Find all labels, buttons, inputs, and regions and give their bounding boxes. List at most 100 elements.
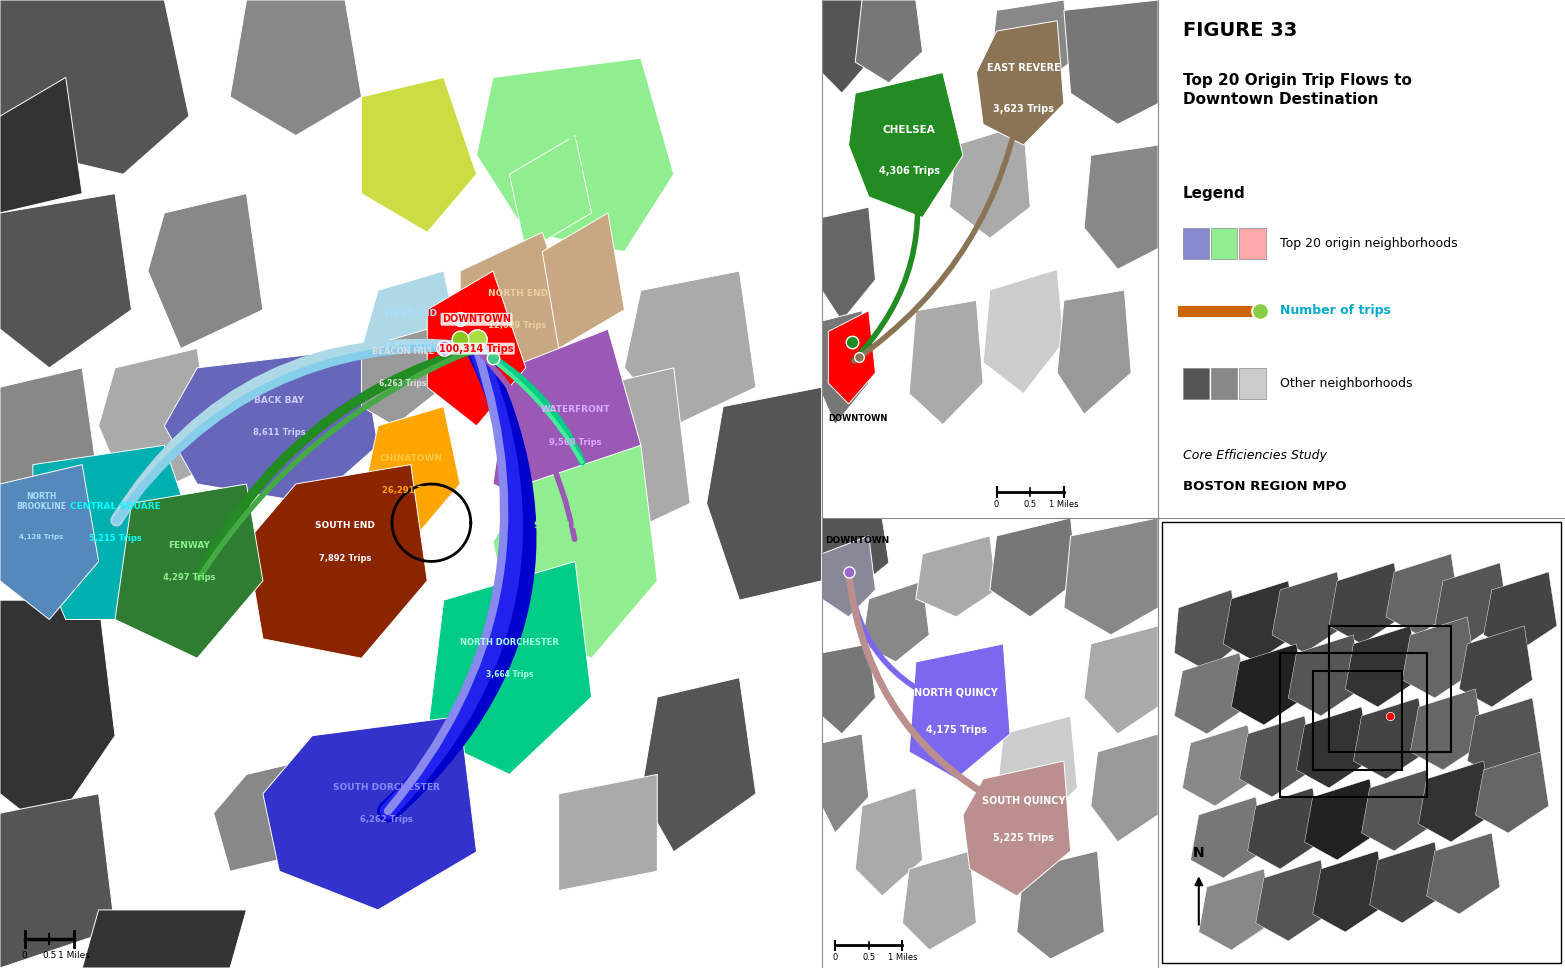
Text: 4,297 Trips: 4,297 Trips [163, 573, 216, 582]
Bar [1329, 626, 1451, 752]
FancyArrowPatch shape [199, 349, 474, 579]
Text: NORTH
BROOKLINE: NORTH BROOKLINE [16, 492, 66, 511]
Polygon shape [1017, 851, 1105, 959]
Bar [1239, 227, 1266, 259]
Polygon shape [493, 445, 657, 658]
Polygon shape [962, 761, 1070, 896]
Polygon shape [822, 734, 869, 832]
Polygon shape [1085, 145, 1158, 269]
Text: SOUTH BOSTON: SOUTH BOSTON [535, 522, 615, 530]
Polygon shape [1232, 644, 1305, 725]
Polygon shape [977, 20, 1064, 145]
FancyArrowPatch shape [854, 85, 1024, 361]
Text: Top 20 origin neighborhoods: Top 20 origin neighborhoods [1280, 237, 1457, 250]
Polygon shape [862, 581, 930, 662]
Polygon shape [362, 407, 460, 542]
Polygon shape [0, 465, 99, 620]
FancyArrowPatch shape [388, 351, 504, 811]
Text: 0.5: 0.5 [42, 951, 56, 959]
Polygon shape [989, 0, 1070, 93]
Text: 0.5: 0.5 [1024, 499, 1036, 509]
Polygon shape [0, 368, 99, 542]
Text: SOUTH END: SOUTH END [315, 522, 376, 530]
Polygon shape [99, 348, 213, 503]
FancyArrowPatch shape [848, 575, 1020, 814]
Polygon shape [0, 194, 131, 368]
Polygon shape [427, 271, 526, 426]
Text: 6,263 Trips: 6,263 Trips [379, 379, 426, 388]
Text: CHINATOWN: CHINATOWN [379, 454, 443, 463]
Bar [1313, 671, 1402, 770]
Polygon shape [0, 794, 116, 968]
Text: NORTH DORCHESTER: NORTH DORCHESTER [460, 638, 559, 647]
Polygon shape [1468, 698, 1540, 779]
Text: EAST BOSTON: EAST BOSTON [540, 135, 610, 143]
Polygon shape [1435, 562, 1509, 644]
Polygon shape [950, 124, 1030, 238]
Polygon shape [510, 136, 592, 252]
Polygon shape [116, 484, 263, 658]
Polygon shape [1085, 626, 1158, 734]
FancyArrowPatch shape [479, 349, 582, 462]
Text: EAST REVERE: EAST REVERE [986, 63, 1061, 73]
Polygon shape [822, 536, 875, 617]
Text: NORTH QUINCY: NORTH QUINCY [914, 688, 998, 698]
Text: CHELSEA: CHELSEA [883, 125, 936, 135]
Polygon shape [642, 678, 756, 852]
Text: NORTH END: NORTH END [488, 289, 548, 298]
Text: CHARLESTOWN: CHARLESTOWN [372, 135, 449, 143]
Text: 5,225 Trips: 5,225 Trips [994, 832, 1053, 843]
Text: 1 Miles: 1 Miles [1049, 499, 1078, 509]
Text: DOWNTOWN: DOWNTOWN [828, 414, 887, 423]
FancyArrowPatch shape [117, 348, 474, 521]
Polygon shape [263, 716, 476, 910]
Polygon shape [213, 755, 329, 871]
Polygon shape [1362, 770, 1435, 851]
Polygon shape [903, 851, 977, 950]
Polygon shape [822, 311, 869, 425]
Polygon shape [1402, 617, 1476, 698]
Polygon shape [1174, 652, 1247, 734]
Bar [1211, 227, 1238, 259]
Text: 4,306 Trips: 4,306 Trips [878, 166, 939, 176]
Polygon shape [230, 0, 362, 136]
Text: Other neighborhoods: Other neighborhoods [1280, 377, 1413, 390]
Text: 3,664 Trips: 3,664 Trips [485, 670, 534, 679]
Polygon shape [1191, 797, 1265, 878]
Text: 4,128 Trips: 4,128 Trips [19, 534, 63, 540]
Bar [1183, 368, 1208, 399]
Polygon shape [33, 445, 197, 620]
Text: WEST END: WEST END [385, 309, 437, 318]
Polygon shape [1183, 725, 1255, 806]
Text: 0: 0 [994, 499, 998, 509]
Text: DOWNTOWN: DOWNTOWN [825, 536, 889, 545]
Bar [1183, 227, 1208, 259]
Polygon shape [822, 518, 889, 590]
Polygon shape [460, 232, 576, 387]
Text: WATERFRONT: WATERFRONT [540, 406, 610, 414]
Polygon shape [1272, 572, 1346, 652]
Text: 0: 0 [22, 951, 28, 959]
Polygon shape [1427, 832, 1499, 914]
Polygon shape [1346, 626, 1418, 707]
Polygon shape [909, 644, 1009, 779]
Text: FIGURE 33: FIGURE 33 [1183, 20, 1297, 40]
Polygon shape [997, 716, 1077, 832]
Polygon shape [1056, 290, 1131, 414]
Polygon shape [1329, 562, 1402, 644]
Polygon shape [1313, 851, 1387, 932]
Bar [1239, 368, 1266, 399]
Polygon shape [493, 329, 642, 523]
Polygon shape [559, 774, 657, 891]
Text: 3,783 Trips: 3,783 Trips [385, 166, 437, 175]
Text: 5,153 Trips: 5,153 Trips [549, 554, 601, 562]
Text: 4,175 Trips: 4,175 Trips [926, 725, 986, 735]
Polygon shape [1288, 635, 1362, 716]
Polygon shape [0, 77, 83, 213]
Polygon shape [1305, 779, 1377, 860]
Polygon shape [147, 194, 263, 348]
Polygon shape [822, 0, 869, 93]
Polygon shape [1064, 518, 1158, 635]
Text: Legend: Legend [1183, 187, 1246, 201]
Polygon shape [0, 0, 189, 174]
